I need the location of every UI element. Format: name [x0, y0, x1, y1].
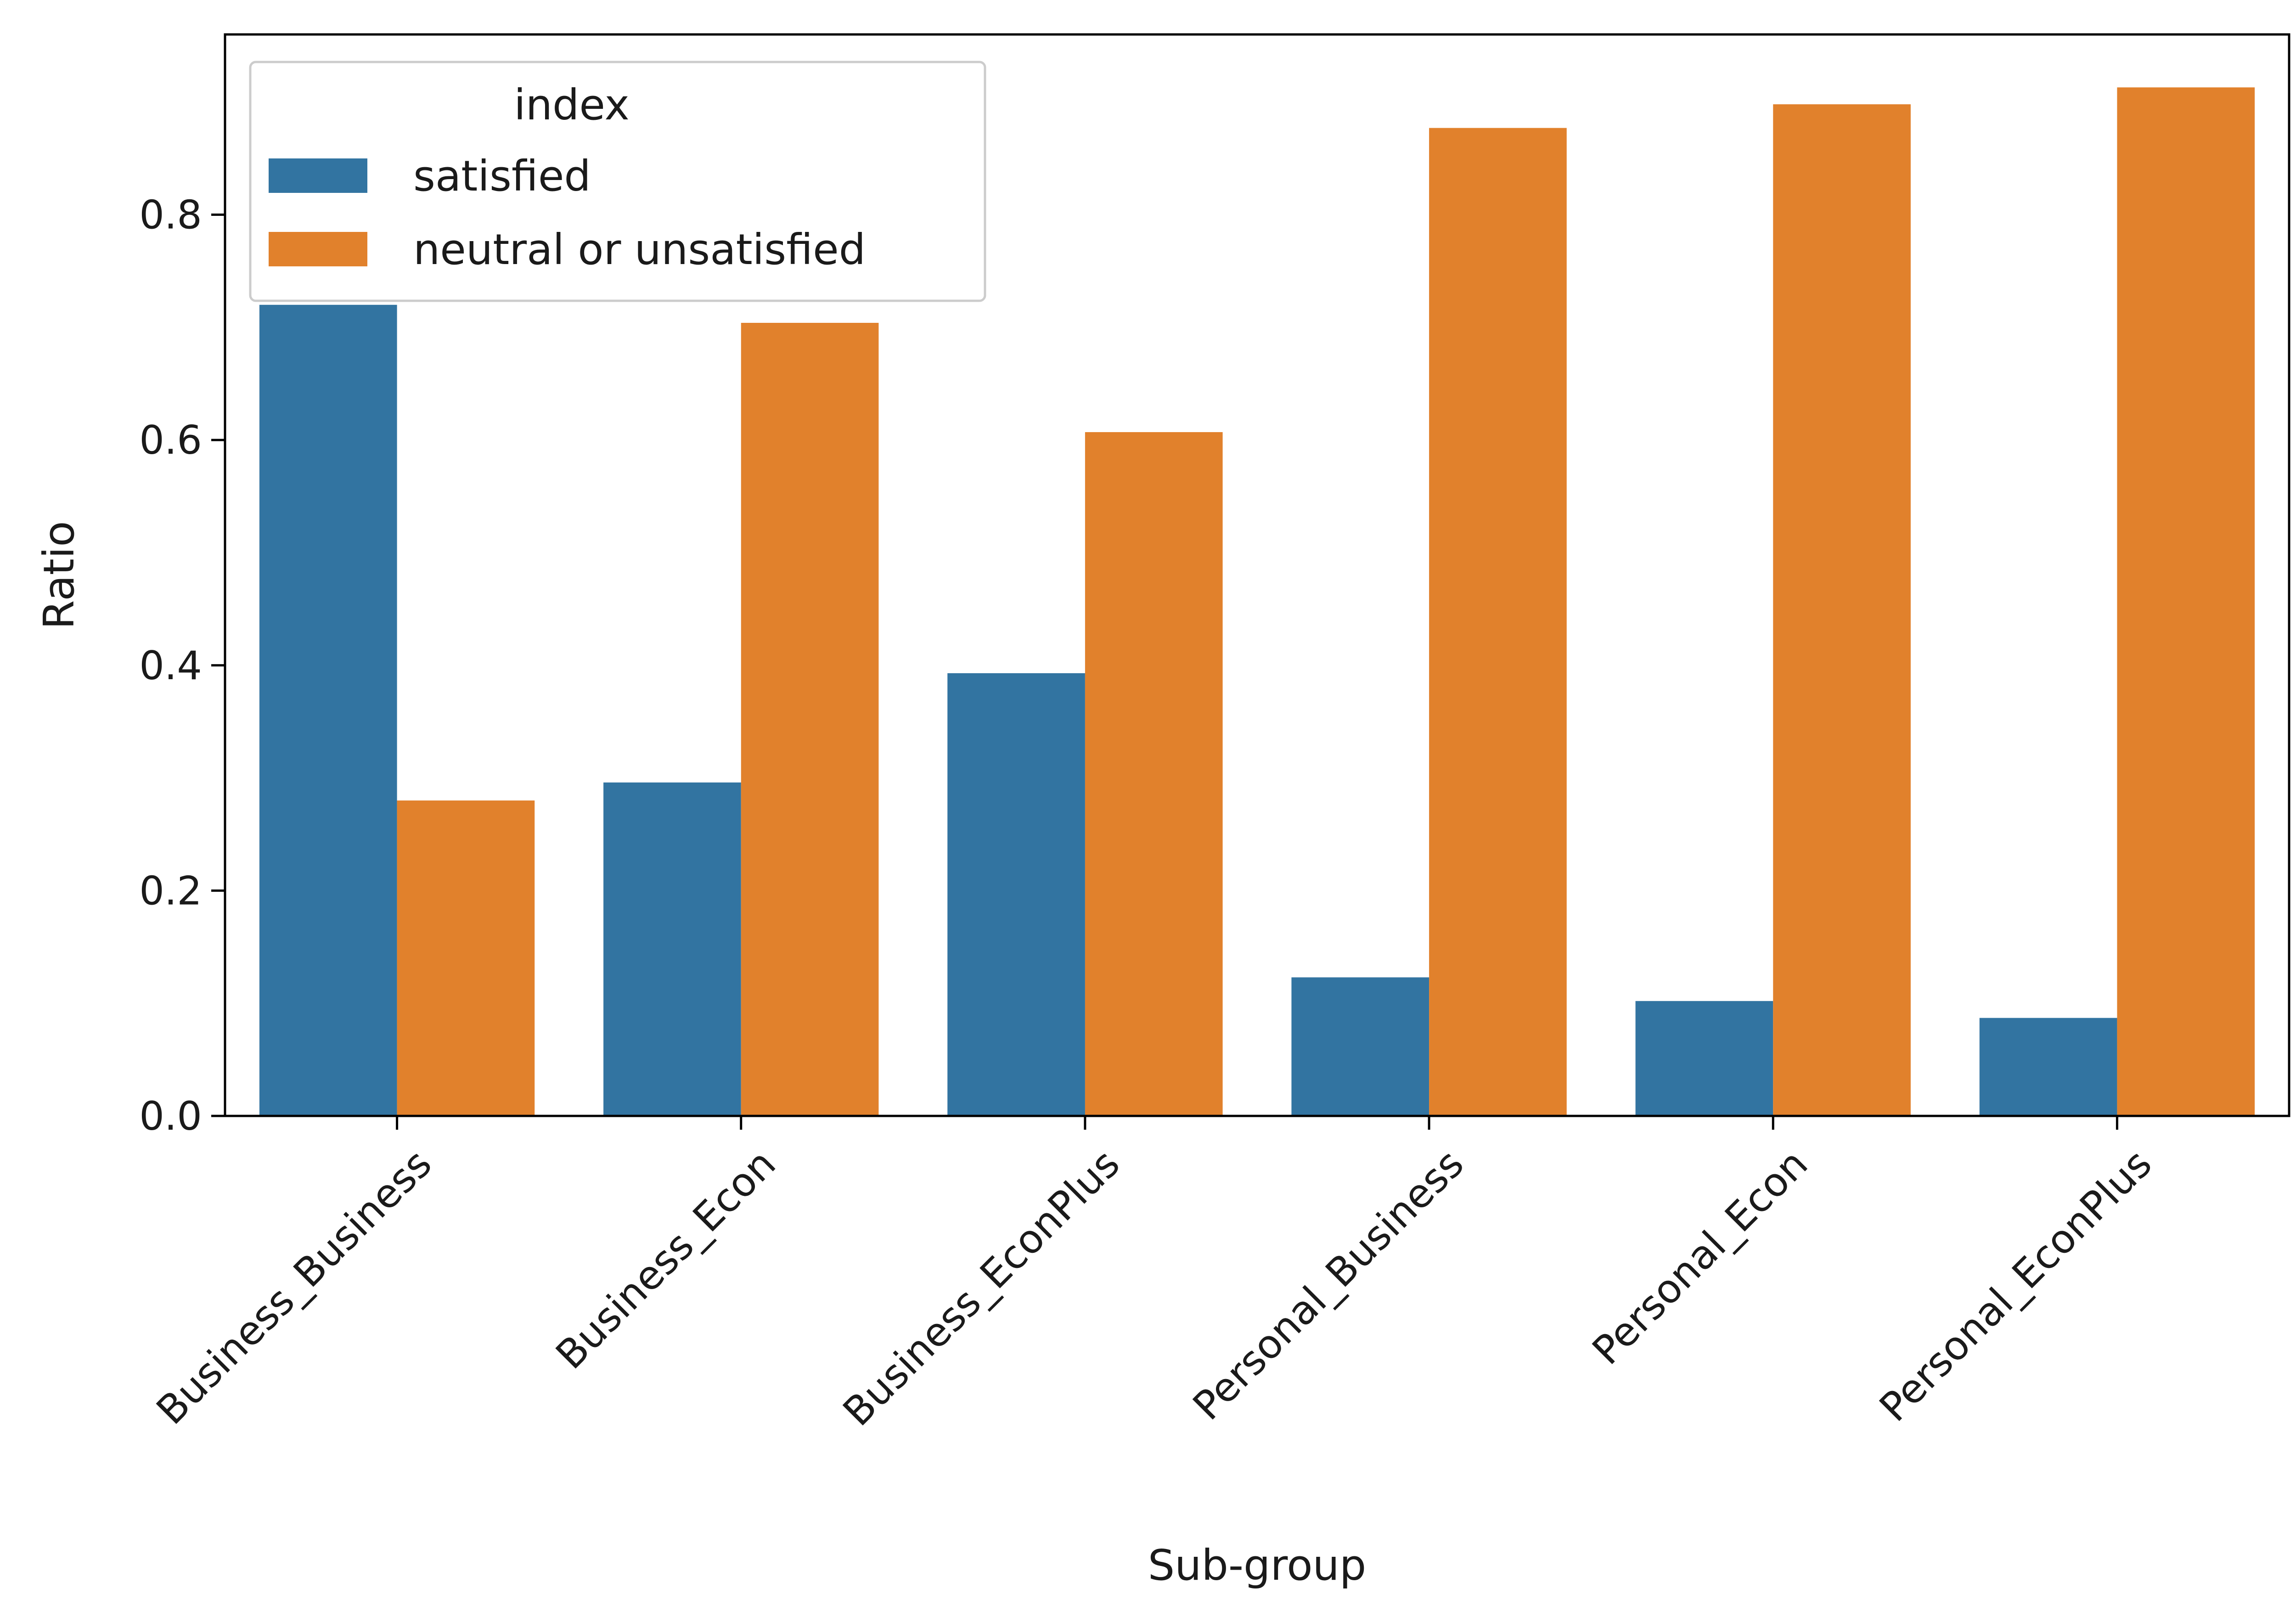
- y-tick-label: 0.8: [139, 192, 202, 238]
- legend-label-neutral-or-unsatisfied: neutral or unsatisfied: [413, 225, 866, 274]
- bar-neutral-or-unsatisfied-Personal_Econ: [1773, 104, 1911, 1116]
- bar-satisfied-Business_Econ: [603, 782, 741, 1116]
- y-tick-label: 0.6: [139, 417, 202, 463]
- bar-satisfied-Business_Business: [259, 304, 397, 1116]
- legend-swatch-satisfied: [269, 158, 367, 193]
- legend: index satisfied neutral or unsatisfied: [249, 61, 986, 302]
- bar-neutral-or-unsatisfied-Personal_Business: [1429, 128, 1567, 1116]
- y-tick-label: 0.2: [139, 868, 202, 914]
- x-axis-label: Sub-group: [1148, 1541, 1367, 1590]
- x-tick-label: Personal_Business: [1184, 1141, 1473, 1429]
- plot-frame: [224, 33, 2290, 1117]
- bar-neutral-or-unsatisfied-Business_Econ: [741, 323, 879, 1116]
- x-tick-label: Business_EconPlus: [834, 1141, 1129, 1435]
- x-tick-label: Business_Econ: [547, 1141, 785, 1378]
- bar-neutral-or-unsatisfied-Personal_EconPlus: [2117, 87, 2255, 1116]
- bar-neutral-or-unsatisfied-Business_Business: [397, 800, 535, 1116]
- bar-satisfied-Personal_EconPlus: [1979, 1018, 2117, 1116]
- legend-swatch-neutral-or-unsatisfied: [269, 232, 367, 266]
- bar-satisfied-Personal_Business: [1291, 977, 1429, 1116]
- bar-satisfied-Personal_Econ: [1635, 1001, 1773, 1116]
- legend-title: index: [514, 80, 630, 130]
- x-tick-label: Business_Business: [148, 1141, 440, 1433]
- x-tick-label: Personal_Econ: [1584, 1141, 1817, 1374]
- legend-label-satisfied: satisfied: [413, 152, 591, 201]
- bar-neutral-or-unsatisfied-Business_EconPlus: [1085, 432, 1223, 1116]
- bars-layer: [259, 87, 2255, 1116]
- y-tick-label: 0.0: [139, 1093, 202, 1139]
- bar-satisfied-Business_EconPlus: [947, 673, 1085, 1116]
- x-tick-label: Personal_EconPlus: [1871, 1141, 2161, 1431]
- y-tick-label: 0.4: [139, 643, 202, 689]
- legend-box: [249, 61, 986, 302]
- y-axis-label: Ratio: [34, 521, 84, 629]
- axes-layer: [224, 33, 2290, 1117]
